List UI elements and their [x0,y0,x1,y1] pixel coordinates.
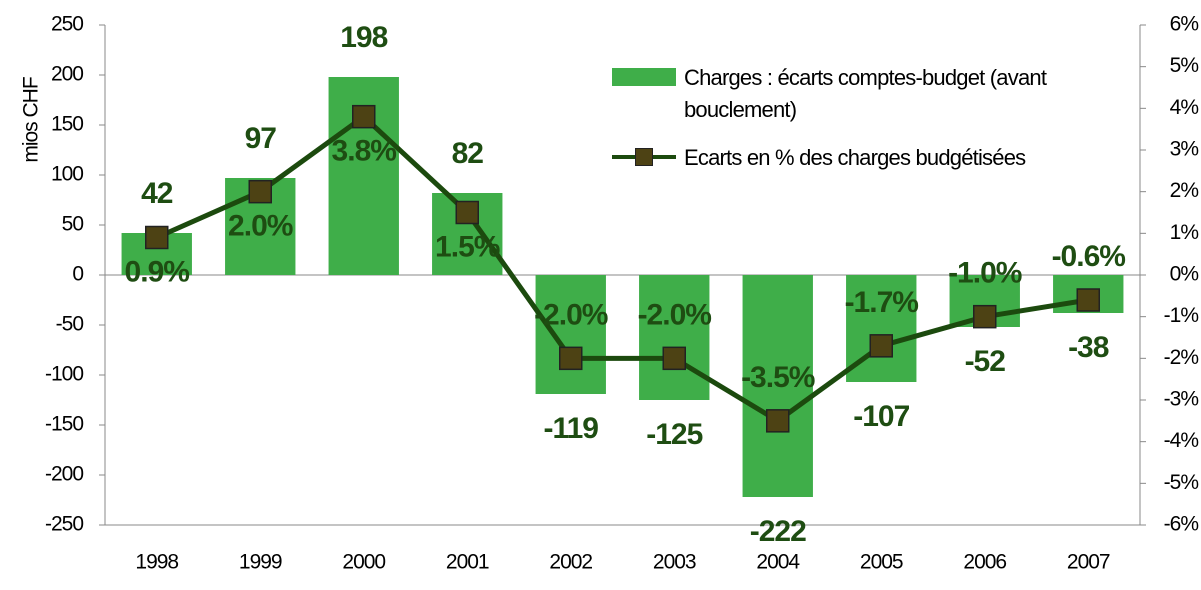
y2-tick-label: -3% [1164,388,1199,411]
line-marker [662,346,686,371]
y-tick-label: 250 [51,13,83,36]
bar-value-label: -125 [646,418,702,451]
bar [742,275,813,497]
y-tick-label: -100 [45,363,83,386]
y-tick-label: -50 [56,313,84,336]
y-tick-label: 0 [72,263,83,286]
line-marker [766,409,790,433]
y-tick-label: 50 [62,213,84,236]
y2-tick-label: 1% [1170,221,1199,244]
line-value-label: 0.9% [125,255,190,288]
line-value-label: -2.0% [638,298,712,331]
legend-label: Charges : écarts comptes-budget (avant b… [684,65,1047,122]
y2-tick-label: -6% [1164,513,1199,536]
bar-value-label: -107 [853,400,909,433]
y2-tick-label: -4% [1164,429,1199,452]
y2-tick-label: 3% [1170,138,1199,161]
x-tick-label: 2001 [446,551,489,574]
bar-value-label: -52 [965,345,1006,378]
line-value-label: -2.0% [534,298,608,331]
legend-swatch [612,68,676,86]
y2-tick-label: -1% [1164,304,1199,327]
bar-value-label: -222 [750,515,806,548]
y2-tick-label: 4% [1170,96,1199,119]
x-tick-label: 1998 [135,551,178,574]
x-tick-label: 1999 [239,551,282,574]
y2-tick-label: -2% [1164,346,1199,369]
line-value-label: 2.0% [228,210,293,243]
y-tick-label: -200 [45,463,83,486]
y2-tick-label: 5% [1170,54,1199,77]
y-tick-label: 150 [51,113,83,136]
line-marker [455,200,479,225]
x-tick-label: 2007 [1067,551,1110,574]
line-marker [352,104,376,129]
y2-tick-label: 0% [1170,263,1199,286]
bar-value-label: -38 [1068,331,1109,364]
legend: Charges : écarts comptes-budget (avant b… [612,62,1092,190]
y2-tick-label: 6% [1170,13,1199,36]
y2-tick-label: -5% [1164,471,1199,494]
line-marker [145,225,169,250]
y2-tick-label: 2% [1170,179,1199,202]
x-tick-label: 2004 [756,551,800,574]
legend-item: Ecarts en % des charges budgétisées [612,142,1092,174]
line [155,113,1089,424]
x-tick-label: 2005 [860,551,903,574]
x-tick-label: 2006 [963,551,1006,574]
bar [535,275,606,394]
bar-value-label: 42 [141,177,173,210]
legend-item: Charges : écarts comptes-budget (avant b… [612,62,1092,126]
bar-value-label: 82 [452,137,484,170]
bar-value-label: -119 [544,412,599,445]
line-marker [869,334,893,358]
bar-value-label: 198 [340,21,387,54]
bar-value-label: 97 [245,122,277,155]
line-value-label: 3.8% [332,135,397,168]
y-tick-label: 100 [51,163,83,186]
line-value-label: -0.6% [1052,240,1126,273]
line-value-label: 1.5% [435,230,500,263]
legend-label: Ecarts en % des charges budgétisées [684,144,1026,170]
line-marker [1076,288,1100,312]
bar [639,275,710,400]
y-tick-label: 200 [51,63,83,86]
x-tick-label: 2003 [653,551,696,574]
y-axis-label: mios CHF [20,77,43,163]
y-tick-label: -150 [45,413,83,436]
line-value-label: -3.5% [741,361,815,394]
line-marker [248,179,272,204]
line-value-label: -1.7% [845,286,919,319]
x-tick-label: 2000 [342,551,385,574]
x-tick-label: 2002 [549,551,592,574]
line-marker [559,346,583,371]
line-marker [973,304,997,329]
line-value-label: -1.0% [948,257,1022,290]
y-tick-label: -250 [45,513,83,536]
legend-swatch [612,147,676,166]
